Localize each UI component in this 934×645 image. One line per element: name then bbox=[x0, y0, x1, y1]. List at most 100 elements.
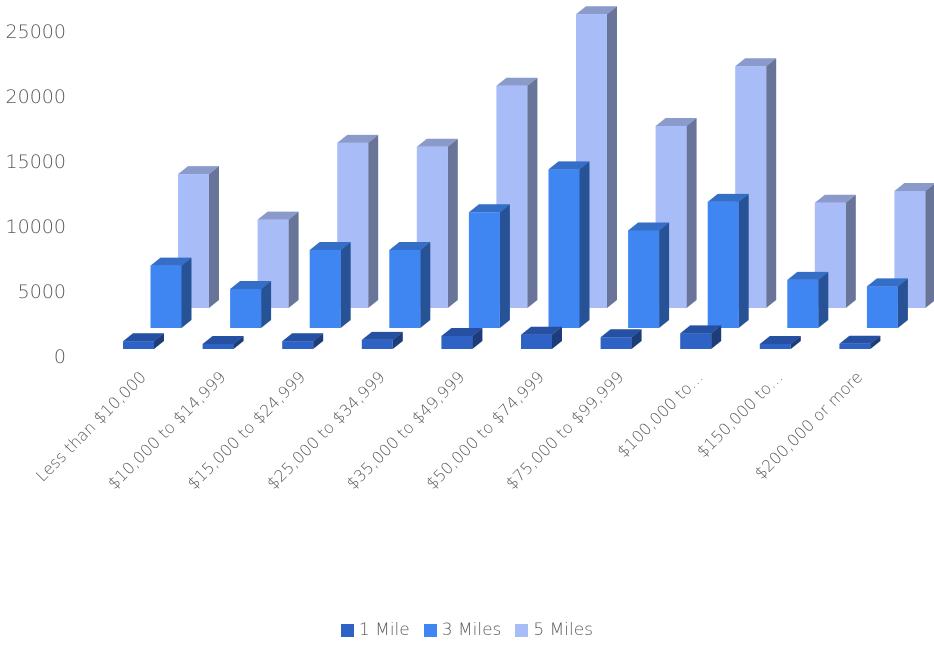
bar-side bbox=[209, 166, 219, 308]
bar-1-mile-5 bbox=[441, 328, 483, 349]
y-tick-label: 0 bbox=[54, 346, 66, 368]
bar-top bbox=[680, 325, 722, 334]
bar-top bbox=[576, 6, 617, 15]
bar-front bbox=[202, 344, 234, 349]
legend-swatch-5-miles bbox=[515, 623, 529, 637]
bar-front bbox=[309, 250, 341, 328]
bar-side bbox=[472, 328, 483, 349]
bar-side bbox=[368, 134, 379, 308]
bar-top bbox=[282, 333, 324, 342]
bar-top bbox=[309, 242, 351, 250]
bar-front bbox=[282, 341, 314, 349]
y-tick-label: 5000 bbox=[18, 281, 66, 303]
bar-front bbox=[600, 337, 632, 349]
bar-top bbox=[441, 328, 483, 336]
bar-front bbox=[230, 289, 262, 328]
bar-top bbox=[416, 138, 458, 147]
bar-side bbox=[579, 161, 590, 328]
bar-front bbox=[548, 169, 580, 328]
bar-front bbox=[839, 343, 871, 349]
bars bbox=[123, 6, 934, 349]
legend-label-3-miles: 3 Miles bbox=[441, 620, 502, 640]
bar-3-miles-9 bbox=[787, 271, 829, 328]
bar-top bbox=[839, 335, 881, 344]
y-tick-label: 20000 bbox=[6, 86, 66, 108]
bar-side bbox=[552, 326, 562, 349]
bar-3-miles-3 bbox=[309, 242, 351, 328]
bar-top bbox=[389, 242, 431, 250]
x-axis: Less than $10,000$10,000 to $14,999$15,0… bbox=[32, 367, 866, 493]
bar-top bbox=[123, 333, 164, 342]
bar-top bbox=[468, 204, 510, 213]
bar-side bbox=[631, 329, 642, 349]
bar-front bbox=[123, 341, 154, 349]
bar-3-miles-7 bbox=[628, 222, 670, 328]
bar-side bbox=[154, 333, 164, 349]
bar-top bbox=[230, 281, 272, 289]
bar-1-mile-7 bbox=[600, 329, 642, 349]
bar-front bbox=[150, 265, 182, 328]
bar-top bbox=[337, 134, 379, 143]
bar-side bbox=[870, 335, 881, 349]
legend-swatch-3-miles bbox=[423, 623, 437, 637]
bar-side bbox=[420, 242, 431, 328]
bar-5-miles-8 bbox=[735, 58, 777, 309]
bar-top bbox=[894, 183, 934, 191]
bar-side bbox=[392, 331, 403, 349]
bar-front bbox=[787, 279, 819, 328]
bar-front bbox=[680, 333, 712, 349]
y-tick-label: 15000 bbox=[6, 151, 66, 173]
chart: 0 5000 10000 15000 20000 25000 Less than $10,… bbox=[6, 6, 934, 493]
bar-side bbox=[527, 77, 538, 308]
bar-front bbox=[707, 201, 739, 328]
bar-5-miles-3 bbox=[337, 134, 379, 308]
bar-top bbox=[628, 222, 670, 231]
bar-top bbox=[600, 329, 642, 338]
bar-top bbox=[866, 278, 908, 287]
bar-top bbox=[759, 336, 801, 344]
legend-label-1-mile: 1 Mile bbox=[358, 620, 410, 640]
bar-top bbox=[735, 58, 777, 67]
bar-front bbox=[468, 212, 500, 328]
bar-side bbox=[790, 336, 801, 349]
bar-top bbox=[707, 193, 749, 202]
bar-3-miles-8 bbox=[707, 193, 749, 328]
bar-1-mile-1 bbox=[123, 333, 164, 349]
legend-item-3-miles: 3 Miles bbox=[423, 620, 502, 640]
bar-side bbox=[686, 118, 697, 308]
bar-3-miles-4 bbox=[389, 242, 431, 328]
y-tick-label: 25000 bbox=[6, 21, 66, 43]
bar-top bbox=[814, 194, 856, 203]
bar-3-miles-6 bbox=[548, 161, 590, 328]
bar-side bbox=[925, 184, 934, 308]
bar-top bbox=[548, 161, 590, 170]
bar-5-miles-6 bbox=[576, 6, 617, 308]
bar-top bbox=[178, 166, 219, 175]
y-axis: 0 5000 10000 15000 20000 25000 bbox=[6, 21, 66, 368]
legend-item-1-mile: 1 Mile bbox=[340, 620, 410, 640]
bar-side bbox=[288, 211, 299, 308]
bar-3-miles-10 bbox=[866, 278, 908, 328]
legend-item-5-miles: 5 Miles bbox=[515, 620, 593, 640]
bar-side bbox=[447, 138, 458, 308]
bar-side bbox=[766, 58, 777, 309]
bar-top bbox=[361, 331, 403, 340]
bar-side bbox=[340, 242, 351, 328]
y-tick-label: 10000 bbox=[6, 216, 66, 238]
bar-front bbox=[389, 250, 421, 328]
bar-side bbox=[711, 325, 722, 349]
bar-1-mile-2 bbox=[202, 336, 244, 349]
bar-1-mile-6 bbox=[521, 326, 562, 349]
bar-front bbox=[866, 286, 898, 328]
bar-side bbox=[313, 333, 324, 349]
bar-top bbox=[202, 336, 244, 344]
bar-front bbox=[361, 339, 393, 349]
bar-side bbox=[845, 194, 856, 308]
bar-side bbox=[607, 6, 617, 308]
bar-side bbox=[233, 336, 244, 349]
bar-1-mile-3 bbox=[282, 333, 324, 349]
bar-3-miles-1 bbox=[150, 257, 192, 328]
bar-3-miles-2 bbox=[230, 281, 272, 328]
bar-5-miles-2 bbox=[257, 211, 299, 308]
bar-top bbox=[655, 118, 697, 126]
